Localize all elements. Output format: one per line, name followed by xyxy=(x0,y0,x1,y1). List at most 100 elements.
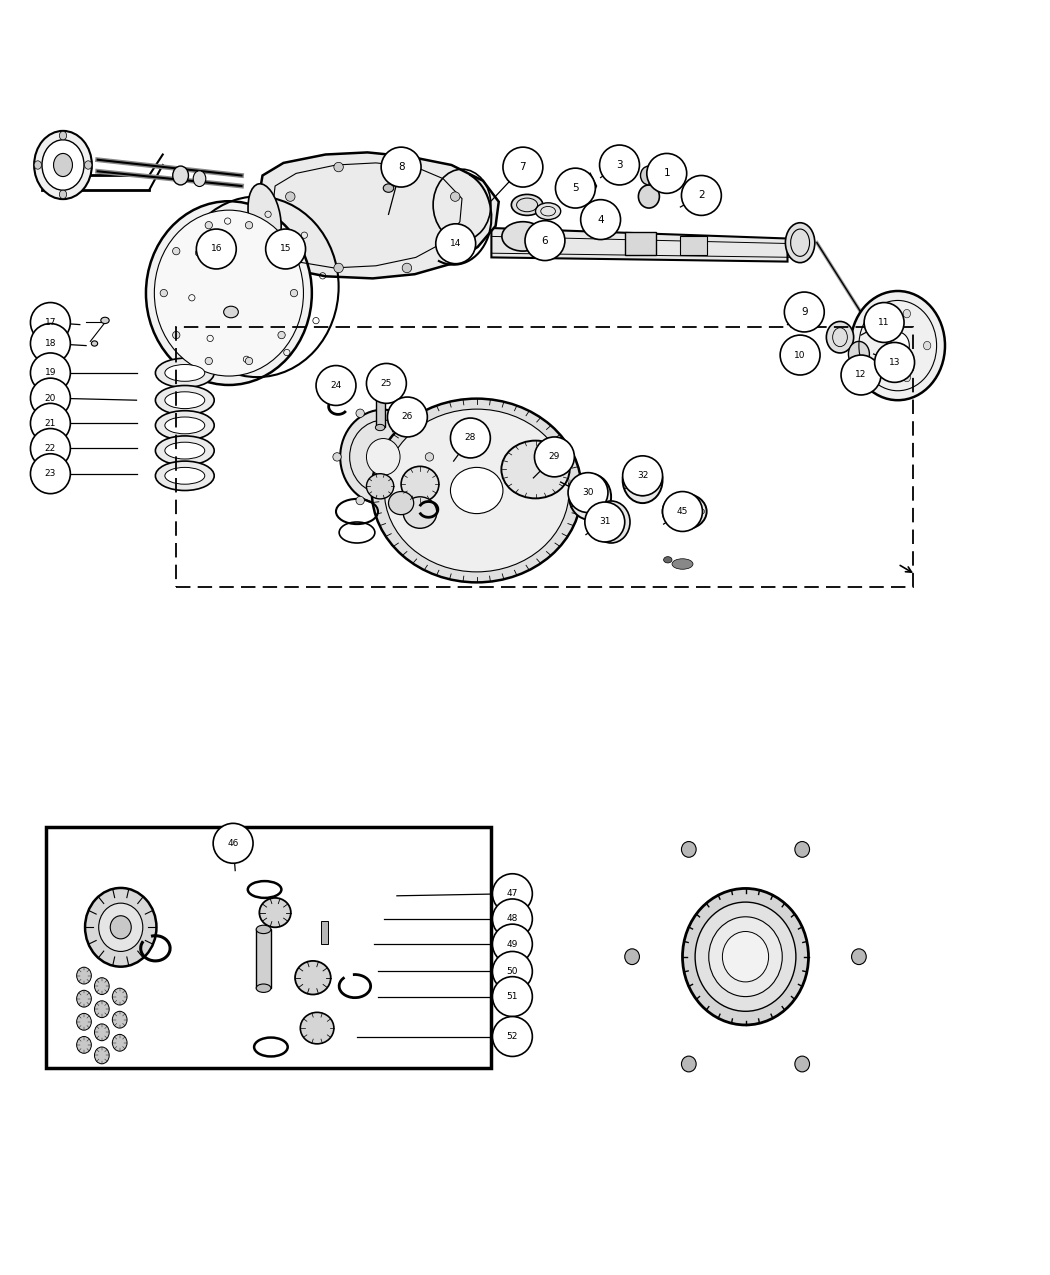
Text: 13: 13 xyxy=(889,358,900,367)
Ellipse shape xyxy=(677,505,692,518)
Ellipse shape xyxy=(155,436,214,465)
Ellipse shape xyxy=(54,153,72,176)
Ellipse shape xyxy=(34,161,41,170)
Circle shape xyxy=(492,924,532,964)
Ellipse shape xyxy=(193,171,206,186)
Text: 4: 4 xyxy=(597,214,604,224)
Ellipse shape xyxy=(286,191,295,201)
Ellipse shape xyxy=(154,210,303,376)
Circle shape xyxy=(492,977,532,1016)
Ellipse shape xyxy=(402,263,412,273)
Text: 16: 16 xyxy=(211,245,222,254)
Ellipse shape xyxy=(300,1012,334,1044)
Ellipse shape xyxy=(375,376,384,382)
Circle shape xyxy=(780,335,820,375)
Ellipse shape xyxy=(160,289,168,297)
Ellipse shape xyxy=(870,321,878,330)
Ellipse shape xyxy=(278,332,286,339)
Ellipse shape xyxy=(333,453,341,462)
Circle shape xyxy=(623,456,663,496)
Ellipse shape xyxy=(172,166,189,185)
Ellipse shape xyxy=(681,523,688,528)
Ellipse shape xyxy=(155,385,214,414)
Ellipse shape xyxy=(403,497,437,528)
Ellipse shape xyxy=(101,317,109,324)
Ellipse shape xyxy=(693,500,699,505)
Ellipse shape xyxy=(722,932,769,982)
Bar xyxy=(625,232,656,255)
Text: 26: 26 xyxy=(402,413,413,422)
Text: 7: 7 xyxy=(520,162,526,172)
Text: 10: 10 xyxy=(795,351,805,360)
Ellipse shape xyxy=(681,495,688,501)
Ellipse shape xyxy=(502,441,569,499)
Text: 19: 19 xyxy=(45,368,56,377)
Text: 17: 17 xyxy=(45,317,56,326)
Ellipse shape xyxy=(502,222,544,251)
Ellipse shape xyxy=(248,184,281,251)
Ellipse shape xyxy=(165,417,205,434)
Text: 23: 23 xyxy=(45,469,56,478)
Ellipse shape xyxy=(112,1034,127,1051)
Circle shape xyxy=(30,454,70,493)
Ellipse shape xyxy=(384,409,569,572)
Ellipse shape xyxy=(94,978,109,995)
Circle shape xyxy=(30,302,70,343)
Ellipse shape xyxy=(155,358,214,388)
Text: 25: 25 xyxy=(381,379,392,388)
Ellipse shape xyxy=(570,176,589,200)
Ellipse shape xyxy=(290,289,298,297)
Text: 47: 47 xyxy=(507,889,518,898)
Text: 24: 24 xyxy=(331,381,341,390)
Circle shape xyxy=(492,873,532,914)
Ellipse shape xyxy=(334,162,343,172)
Ellipse shape xyxy=(356,409,364,417)
Circle shape xyxy=(30,379,70,418)
Ellipse shape xyxy=(569,474,611,520)
Ellipse shape xyxy=(623,456,663,504)
Ellipse shape xyxy=(850,291,945,400)
Ellipse shape xyxy=(682,889,808,1025)
Ellipse shape xyxy=(172,247,180,255)
Ellipse shape xyxy=(246,357,253,365)
Circle shape xyxy=(30,353,70,393)
Ellipse shape xyxy=(903,374,910,381)
Text: 2: 2 xyxy=(698,190,705,200)
Ellipse shape xyxy=(672,558,693,569)
Ellipse shape xyxy=(536,203,561,219)
Circle shape xyxy=(316,366,356,405)
Ellipse shape xyxy=(425,453,434,462)
Ellipse shape xyxy=(286,233,295,244)
Ellipse shape xyxy=(402,162,412,172)
Ellipse shape xyxy=(709,917,782,997)
Bar xyxy=(46,826,491,1068)
Ellipse shape xyxy=(259,898,291,927)
Text: 20: 20 xyxy=(45,394,56,403)
Ellipse shape xyxy=(59,131,67,140)
Circle shape xyxy=(581,200,621,240)
Ellipse shape xyxy=(334,263,343,273)
Ellipse shape xyxy=(340,409,426,504)
Ellipse shape xyxy=(77,991,91,1007)
Ellipse shape xyxy=(256,926,271,933)
Circle shape xyxy=(366,363,406,403)
Ellipse shape xyxy=(665,509,671,514)
Circle shape xyxy=(864,302,904,343)
Ellipse shape xyxy=(375,425,384,431)
Ellipse shape xyxy=(155,411,214,440)
Circle shape xyxy=(681,176,721,215)
Bar xyxy=(376,379,385,427)
Text: 18: 18 xyxy=(45,339,56,348)
Ellipse shape xyxy=(165,365,205,381)
Circle shape xyxy=(525,221,565,260)
Text: 21: 21 xyxy=(45,418,56,428)
Ellipse shape xyxy=(155,462,214,491)
Text: 45: 45 xyxy=(677,507,688,516)
Circle shape xyxy=(503,147,543,187)
Ellipse shape xyxy=(112,1011,127,1028)
Circle shape xyxy=(784,292,824,332)
Ellipse shape xyxy=(77,968,91,984)
Circle shape xyxy=(841,354,881,395)
Ellipse shape xyxy=(663,493,707,529)
Ellipse shape xyxy=(848,342,869,367)
